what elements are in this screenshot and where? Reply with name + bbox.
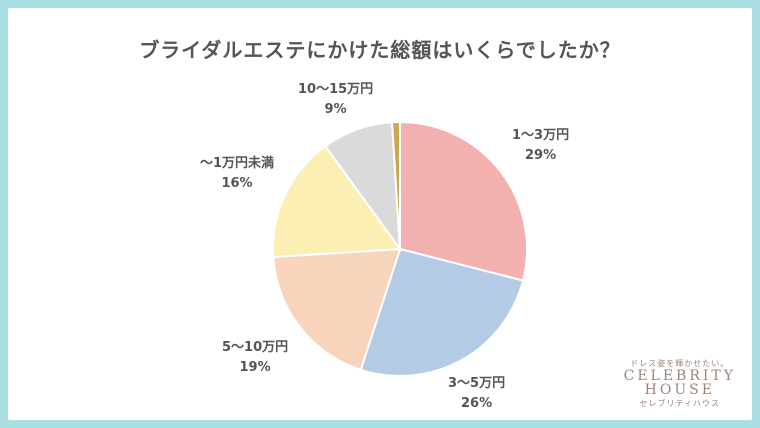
slice-name: 1〜3万円 — [512, 128, 570, 143]
pie-slice-0 — [399, 120, 528, 282]
brand-kana: セレブリティハウス — [639, 399, 721, 408]
slice-percent: 19% — [239, 360, 271, 375]
slice-percent: 16% — [221, 176, 253, 191]
chart-card: ブライダルエステにかけた総額はいくらでしたか？ 1〜3万円 29% 3〜5万円 … — [8, 8, 752, 420]
celebrity-house-logo: ドレス姿を輝かせたい。 CELEBRITY HOUSE セレブリティハウス — [624, 358, 736, 409]
pie-chart — [272, 120, 528, 377]
brand-name-line2: HOUSE — [644, 382, 715, 398]
pie-slice-3 — [272, 144, 402, 259]
slice-percent: 9% — [324, 102, 347, 117]
slice-percent: 29% — [524, 148, 557, 163]
brand-name-line1: CELEBRITY — [623, 368, 736, 384]
slice-percent: 26% — [460, 396, 493, 411]
pie-slice-1 — [359, 247, 525, 377]
chart-title: ブライダルエステにかけた総額はいくらでしたか？ — [139, 38, 621, 62]
slice-label-under-1man: 〜1万円未満 16% — [200, 154, 274, 194]
slice-label-5-10man: 5〜10万円 19% — [222, 338, 288, 378]
slice-name: 5〜10万円 — [222, 340, 289, 355]
slice-label-3-5man: 3〜5万円 26% — [448, 374, 505, 414]
slice-name: 10〜15万円 — [298, 82, 374, 97]
slice-name: 〜1万円未満 — [200, 156, 275, 171]
pie-slice-5 — [390, 120, 401, 250]
brand-tagline: ドレス姿を輝かせたい。 — [630, 359, 730, 368]
slice-name: 3〜5万円 — [448, 376, 506, 391]
pie-slice-2 — [272, 247, 402, 372]
slice-label-10-15man: 10〜15万円 9% — [298, 80, 373, 120]
slice-label-1-3man: 1〜3万円 29% — [512, 126, 569, 166]
